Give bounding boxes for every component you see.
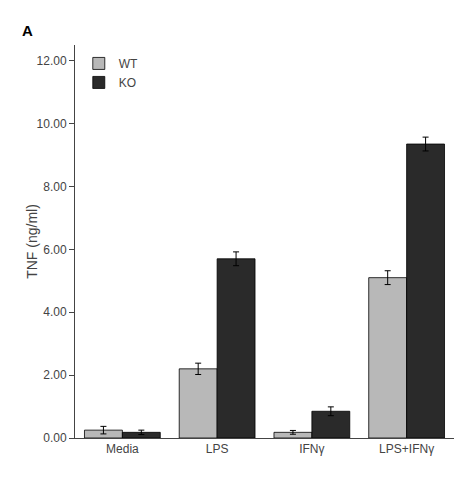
- svg-text:WT: WT: [119, 57, 138, 71]
- svg-text:Media: Media: [106, 442, 139, 456]
- svg-text:4.00: 4.00: [43, 305, 67, 319]
- svg-text:2.00: 2.00: [43, 368, 67, 382]
- svg-text:IFNγ: IFNγ: [299, 442, 324, 456]
- svg-text:12.00: 12.00: [37, 54, 67, 68]
- svg-text:10.00: 10.00: [37, 117, 67, 131]
- svg-text:LPS+IFNγ: LPS+IFNγ: [379, 442, 434, 456]
- svg-text:KO: KO: [119, 76, 136, 90]
- svg-text:6.00: 6.00: [43, 243, 67, 257]
- svg-text:A: A: [22, 22, 33, 39]
- svg-text:0.00: 0.00: [43, 431, 67, 445]
- svg-text:LPS: LPS: [206, 442, 229, 456]
- svg-text:8.00: 8.00: [43, 180, 67, 194]
- svg-text:TNF (ng/ml): TNF (ng/ml): [24, 204, 40, 279]
